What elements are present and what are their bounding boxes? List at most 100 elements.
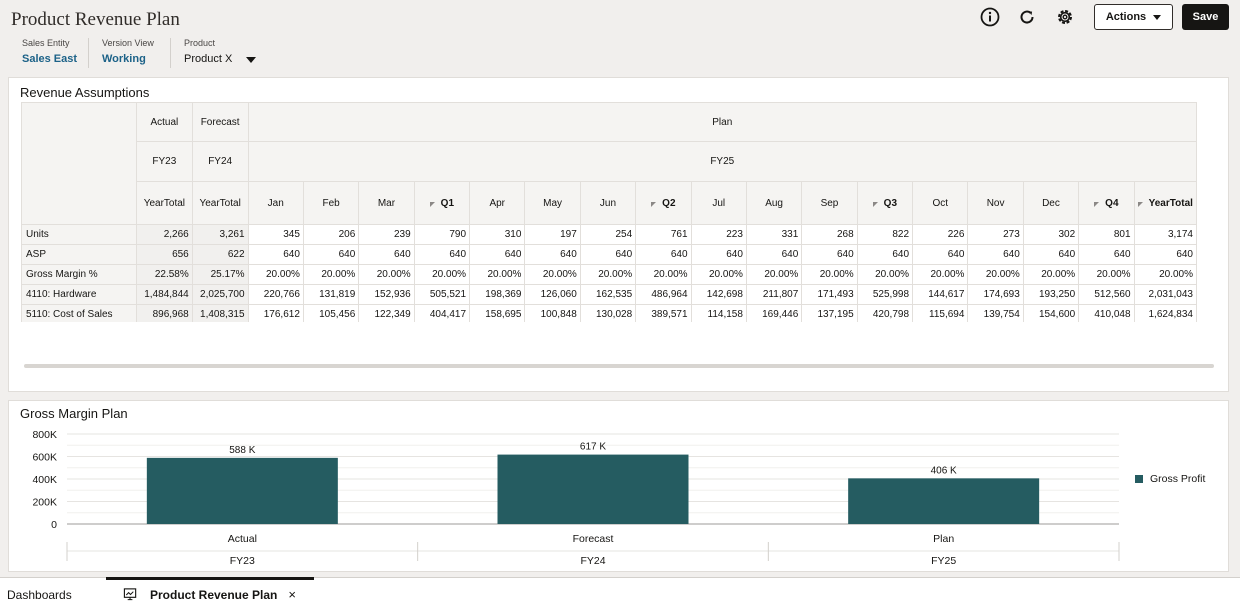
data-cell[interactable]: 220,766 bbox=[247, 284, 304, 305]
data-cell[interactable]: 640 bbox=[579, 244, 637, 265]
period-header[interactable]: Jun bbox=[579, 181, 637, 225]
data-cell[interactable]: 25.17% bbox=[191, 264, 249, 285]
data-cell[interactable]: 640 bbox=[247, 244, 304, 265]
revenue-grid[interactable]: Actual Forecast Plan FY23 FY24 FY25 YearTotal Y… bbox=[21, 102, 1197, 322]
row-header[interactable]: 4110: Hardware bbox=[21, 284, 137, 305]
data-cell[interactable]: 2,031,043 bbox=[1133, 284, 1197, 305]
data-cell[interactable]: 1,484,844 bbox=[135, 284, 193, 305]
data-cell[interactable]: 331 bbox=[745, 224, 803, 245]
header-cell[interactable]: Forecast bbox=[191, 102, 249, 142]
data-cell[interactable]: 640 bbox=[801, 244, 858, 265]
data-cell[interactable]: 162,535 bbox=[579, 284, 637, 305]
data-cell[interactable]: 622 bbox=[191, 244, 249, 265]
tab-product-revenue-plan[interactable]: Product Revenue Plan × bbox=[123, 587, 296, 602]
data-cell[interactable]: 152,936 bbox=[358, 284, 415, 305]
data-cell[interactable]: 20.00% bbox=[1133, 264, 1197, 285]
data-cell[interactable]: 114,158 bbox=[690, 304, 747, 322]
data-cell[interactable]: 20.00% bbox=[856, 264, 914, 285]
period-header[interactable]: Mar bbox=[358, 181, 415, 225]
row-header[interactable]: Units bbox=[21, 224, 137, 245]
data-cell[interactable]: 20.00% bbox=[358, 264, 415, 285]
data-cell[interactable]: 640 bbox=[745, 244, 803, 265]
data-cell[interactable]: 223 bbox=[690, 224, 747, 245]
data-cell[interactable]: 239 bbox=[358, 224, 415, 245]
period-header[interactable]: Q1 bbox=[413, 181, 471, 225]
data-cell[interactable]: 20.00% bbox=[912, 264, 969, 285]
data-cell[interactable]: 126,060 bbox=[524, 284, 581, 305]
actions-button[interactable]: Actions bbox=[1094, 4, 1173, 30]
data-cell[interactable]: 206 bbox=[302, 224, 360, 245]
data-cell[interactable]: 761 bbox=[635, 224, 692, 245]
data-cell[interactable]: 525,998 bbox=[856, 284, 914, 305]
row-header[interactable]: ASP bbox=[21, 244, 137, 265]
data-cell[interactable]: 389,571 bbox=[635, 304, 692, 322]
data-cell[interactable]: 640 bbox=[302, 244, 360, 265]
data-cell[interactable]: 139,754 bbox=[967, 304, 1024, 322]
data-cell[interactable]: 144,617 bbox=[912, 284, 969, 305]
data-cell[interactable]: 20.00% bbox=[967, 264, 1024, 285]
collapse-triangle-icon[interactable] bbox=[1137, 201, 1143, 207]
data-cell[interactable]: 198,369 bbox=[469, 284, 526, 305]
period-header[interactable]: Q3 bbox=[856, 181, 914, 225]
data-cell[interactable]: 3,174 bbox=[1133, 224, 1197, 245]
row-header[interactable]: Gross Margin % bbox=[21, 264, 137, 285]
pov-value[interactable]: Sales East bbox=[22, 53, 78, 65]
close-icon[interactable]: × bbox=[288, 587, 296, 602]
data-cell[interactable]: 115,694 bbox=[912, 304, 969, 322]
chevron-down-icon[interactable] bbox=[246, 57, 256, 63]
pov-sales-entity[interactable]: Sales Entity Sales East bbox=[22, 38, 77, 70]
data-cell[interactable]: 640 bbox=[690, 244, 747, 265]
period-header[interactable]: YearTotal bbox=[135, 181, 193, 225]
data-cell[interactable]: 131,819 bbox=[302, 284, 360, 305]
data-cell[interactable]: 640 bbox=[635, 244, 692, 265]
data-cell[interactable]: 211,807 bbox=[745, 284, 803, 305]
data-cell[interactable]: 105,456 bbox=[302, 304, 360, 322]
data-cell[interactable]: 512,560 bbox=[1078, 284, 1135, 305]
data-cell[interactable]: 2,025,700 bbox=[191, 284, 249, 305]
save-button[interactable]: Save bbox=[1182, 4, 1229, 30]
data-cell[interactable]: 137,195 bbox=[801, 304, 858, 322]
data-cell[interactable]: 20.00% bbox=[413, 264, 471, 285]
data-cell[interactable]: 3,261 bbox=[191, 224, 249, 245]
data-cell[interactable]: 20.00% bbox=[801, 264, 858, 285]
header-cell[interactable]: FY25 bbox=[247, 141, 1197, 182]
data-cell[interactable]: 176,612 bbox=[247, 304, 304, 322]
collapse-triangle-icon[interactable] bbox=[872, 201, 878, 207]
collapse-triangle-icon[interactable] bbox=[1094, 201, 1100, 207]
pov-version-view[interactable]: Version View Working bbox=[102, 38, 154, 70]
data-cell[interactable]: 20.00% bbox=[302, 264, 360, 285]
data-cell[interactable]: 310 bbox=[469, 224, 526, 245]
horizontal-scrollbar[interactable] bbox=[24, 364, 1214, 368]
info-icon[interactable] bbox=[979, 6, 1001, 28]
data-cell[interactable]: 640 bbox=[856, 244, 914, 265]
data-cell[interactable]: 193,250 bbox=[1022, 284, 1080, 305]
data-cell[interactable]: 20.00% bbox=[469, 264, 526, 285]
data-cell[interactable]: 254 bbox=[579, 224, 637, 245]
data-cell[interactable]: 896,968 bbox=[135, 304, 193, 322]
data-cell[interactable]: 20.00% bbox=[1078, 264, 1135, 285]
header-cell[interactable]: Plan bbox=[247, 102, 1197, 142]
data-cell[interactable]: 20.00% bbox=[1022, 264, 1080, 285]
data-cell[interactable]: 142,698 bbox=[690, 284, 747, 305]
data-cell[interactable]: 169,446 bbox=[745, 304, 803, 322]
data-cell[interactable]: 20.00% bbox=[579, 264, 637, 285]
pov-product[interactable]: Product Product X bbox=[184, 38, 232, 70]
refresh-icon[interactable] bbox=[1016, 6, 1038, 28]
data-cell[interactable]: 154,600 bbox=[1022, 304, 1080, 322]
data-cell[interactable]: 268 bbox=[801, 224, 858, 245]
period-header[interactable]: Oct bbox=[912, 181, 969, 225]
collapse-triangle-icon[interactable] bbox=[651, 201, 657, 207]
row-header[interactable]: 5110: Cost of Sales bbox=[21, 304, 137, 322]
data-cell[interactable]: 20.00% bbox=[690, 264, 747, 285]
data-cell[interactable]: 790 bbox=[413, 224, 471, 245]
data-cell[interactable]: 197 bbox=[524, 224, 581, 245]
data-cell[interactable]: 273 bbox=[967, 224, 1024, 245]
data-cell[interactable]: 640 bbox=[413, 244, 471, 265]
period-header[interactable]: Feb bbox=[302, 181, 360, 225]
tab-dashboards[interactable]: Dashboards bbox=[7, 588, 72, 602]
data-cell[interactable]: 640 bbox=[1078, 244, 1135, 265]
data-cell[interactable]: 302 bbox=[1022, 224, 1080, 245]
data-cell[interactable]: 122,349 bbox=[358, 304, 415, 322]
chart-legend[interactable]: Gross Profit bbox=[1135, 473, 1205, 485]
period-header[interactable]: Jan bbox=[247, 181, 304, 225]
